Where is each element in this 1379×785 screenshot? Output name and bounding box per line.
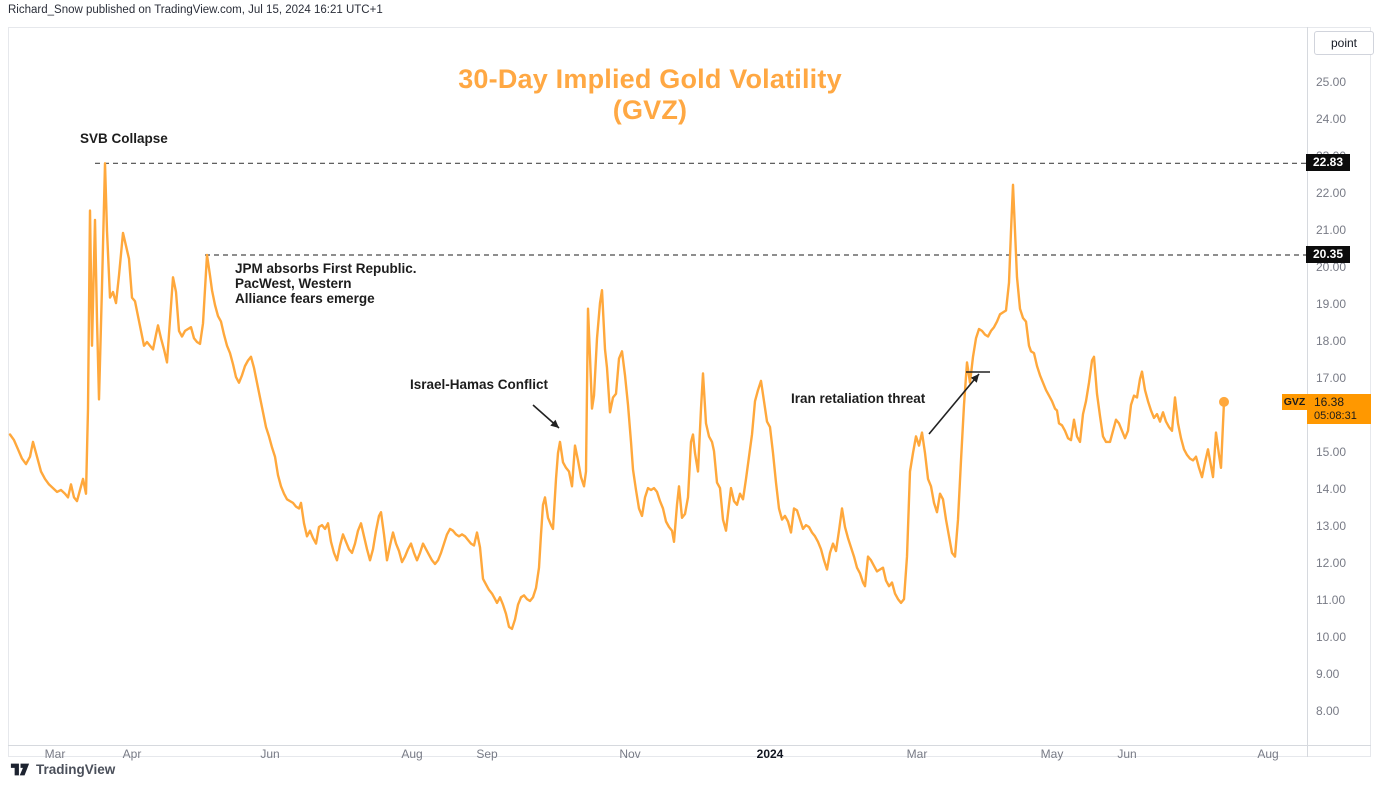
time-tick-label: Aug [1257,747,1279,761]
price-tick-label: 8.00 [1316,704,1340,718]
time-tick-label: 2024 [756,747,784,761]
price-axis-separator [1307,27,1308,757]
price-tick-label: 17.00 [1316,371,1347,385]
time-tick-label: Jun [260,747,280,761]
price-level-tag: 22.83 [1306,154,1350,172]
price-level-tag: 20.35 [1306,246,1350,264]
price-scale[interactable]: 25.0024.0023.0022.0021.0020.0019.0018.00… [1316,27,1371,745]
price-tick-label: 22.00 [1316,186,1347,200]
price-tick-label: 10.00 [1316,630,1347,644]
price-tick-label: 18.00 [1316,334,1347,348]
tradingview-logo-icon[interactable] [10,762,30,777]
annotation-iran: Iran retaliation threat [791,391,926,406]
price-tick-label: 19.00 [1316,297,1347,311]
chart-plot-area[interactable] [8,27,1371,757]
annotation-jpm-line1: JPM absorbs First Republic. [235,261,417,276]
byline: Richard_Snow published on TradingView.co… [8,4,383,16]
annotation-jpm: JPM absorbs First Republic. PacWest, Wes… [235,261,417,306]
annotation-jpm-line3: Alliance fears emerge [235,291,375,306]
footer-brand[interactable]: TradingView [36,762,116,777]
annotation-svb-collapse: SVB Collapse [80,131,168,146]
annotation-israel-hamas: Israel-Hamas Conflict [410,377,549,392]
price-tick-label: 20.00 [1316,260,1347,274]
price-tick-label: 9.00 [1316,667,1340,681]
time-tick-label: Jun [1117,747,1137,761]
time-tick-label: Mar [906,747,928,761]
countdown-timer: 05:08:31 [1314,409,1357,422]
point-unit-button[interactable]: point [1314,31,1374,55]
last-price-value: 16.38 [1314,394,1345,409]
time-tick-label: Nov [619,747,641,761]
price-tick-label: 25.00 [1316,75,1347,89]
price-tick-label: 14.00 [1316,482,1347,496]
time-tick-label: Sep [476,747,498,761]
price-tick-label: 15.00 [1316,445,1347,459]
chart-title: 30-Day Implied Gold Volatility (GVZ) [458,64,842,125]
time-tick-label: Mar [44,747,66,761]
footer: TradingView [10,762,115,777]
annotation-jpm-line2: PacWest, Western [235,276,352,291]
price-tick-label: 21.00 [1316,223,1347,237]
time-tick-label: May [1040,747,1064,761]
price-tick-label: 11.00 [1316,593,1346,607]
price-tick-label: 13.00 [1316,519,1347,533]
time-tick-label: Apr [122,747,142,761]
last-price-tag: 16.38 05:08:31 [1307,393,1371,424]
symbol-tag: GVZ [1282,393,1307,410]
price-tick-label: 24.00 [1316,112,1347,126]
price-tick-label: 12.00 [1316,556,1347,570]
time-scale[interactable]: Mar Apr Jun Aug Sep Nov 2024 Mar May Jun Aug [0,747,1379,761]
time-tick-label: Aug [401,747,423,761]
time-axis-separator [8,745,1371,746]
